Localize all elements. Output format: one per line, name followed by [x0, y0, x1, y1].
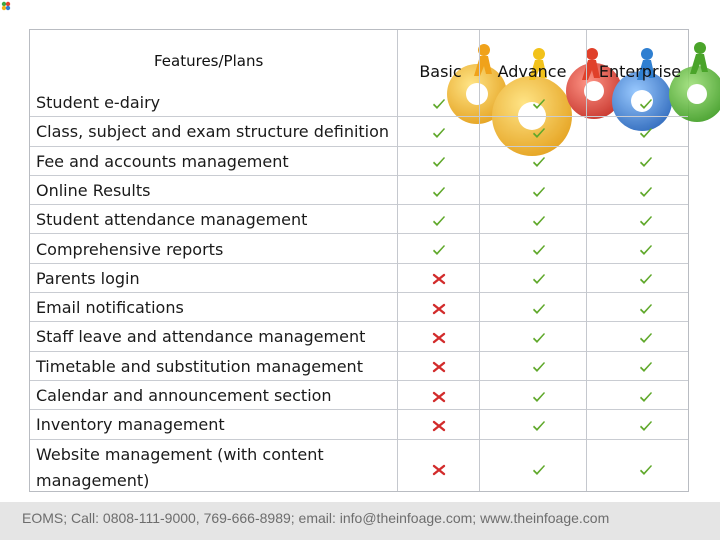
- features-comparison-table: Features/Plans Basic Advance Enterprise …: [29, 29, 720, 492]
- row-divider: [30, 204, 688, 206]
- check-icon: [433, 245, 445, 256]
- corner-logo-icon: [1, 1, 11, 11]
- row-divider: [30, 174, 688, 176]
- check-icon: [640, 157, 652, 168]
- cross-icon: [432, 362, 446, 373]
- feature-label: Student e-dairy: [36, 93, 161, 112]
- check-icon: [640, 333, 652, 344]
- feature-label: Comprehensive reports: [36, 239, 224, 259]
- table-row: Comprehensive reports: [30, 235, 688, 264]
- check-icon: [640, 274, 652, 285]
- column-divider: [397, 30, 398, 491]
- feature-label: Email notifications: [36, 298, 184, 318]
- plan-basic-heading: Basic: [419, 62, 462, 81]
- cross-icon: [432, 420, 446, 432]
- check-icon: [640, 127, 652, 138]
- cross-icon: [432, 332, 446, 344]
- features-plans-heading: Features/Plans: [154, 52, 264, 70]
- check-icon: [640, 391, 652, 402]
- check-icon: [533, 303, 545, 314]
- check-icon: [433, 157, 445, 168]
- check-icon: [533, 464, 545, 475]
- row-divider: [30, 438, 688, 440]
- row-divider: [30, 292, 688, 294]
- check-icon: [533, 186, 545, 197]
- table-row: Student e-dairy: [30, 88, 688, 118]
- row-divider: [30, 409, 688, 411]
- feature-label: Fee and accounts management: [36, 151, 289, 171]
- footer-bar: EOMS; Call: 0808-111-9000, 769-666-8989;…: [0, 502, 720, 540]
- table-row: Student attendance management: [30, 205, 688, 235]
- check-icon: [533, 157, 545, 168]
- table-row: Online Results: [30, 176, 688, 206]
- check-icon: [433, 215, 445, 226]
- check-icon: [433, 186, 445, 197]
- feature-label: Website management (with content managem…: [36, 444, 324, 490]
- row-divider: [30, 116, 688, 118]
- column-divider: [586, 30, 587, 491]
- check-icon: [640, 98, 652, 109]
- table-row: Timetable and substitution management: [30, 352, 688, 381]
- check-icon: [533, 333, 545, 344]
- check-icon: [640, 464, 652, 475]
- check-icon: [533, 362, 545, 373]
- gears-people-illustration: [447, 42, 720, 156]
- row-divider: [30, 350, 688, 352]
- feature-label: Parents login: [36, 268, 140, 288]
- table-row: Calendar and announcement section: [30, 381, 688, 411]
- check-icon: [640, 362, 652, 373]
- row-divider: [30, 262, 688, 264]
- check-icon: [640, 420, 652, 431]
- check-icon: [640, 215, 652, 226]
- feature-label: Online Results: [36, 180, 151, 200]
- table-row: Website management (with content managem…: [30, 440, 688, 498]
- column-divider: [479, 30, 480, 491]
- plan-enterprise-heading: Enterprise: [598, 62, 682, 81]
- table-row: Staff leave and attendance management: [30, 322, 688, 352]
- table-header: Features/Plans Basic Advance Enterprise: [30, 30, 688, 88]
- table-row: Class, subject and exam structure defini…: [30, 117, 688, 147]
- table-row: Inventory management: [30, 410, 688, 440]
- cross-icon: [432, 303, 446, 314]
- footer-contact-text: EOMS; Call: 0808-111-9000, 769-666-8989;…: [22, 510, 610, 526]
- check-icon: [433, 98, 445, 109]
- row-divider: [30, 233, 688, 235]
- cross-icon: [432, 464, 446, 475]
- check-icon: [640, 186, 652, 197]
- feature-label: Timetable and substitution management: [36, 356, 363, 376]
- plan-advance-heading: Advance: [497, 62, 567, 81]
- check-icon: [640, 303, 652, 314]
- table-row: Parents login: [30, 264, 688, 294]
- row-divider: [30, 379, 688, 381]
- check-icon: [533, 245, 545, 256]
- row-divider: [30, 145, 688, 147]
- feature-label: Calendar and announcement section: [36, 386, 332, 405]
- cross-icon: [432, 391, 446, 402]
- check-icon: [533, 391, 545, 402]
- table-row: Fee and accounts management: [30, 147, 688, 176]
- check-icon: [533, 127, 545, 138]
- cross-icon: [432, 274, 446, 285]
- check-icon: [533, 274, 545, 285]
- feature-label: Student attendance management: [36, 210, 308, 230]
- check-icon: [533, 98, 545, 109]
- feature-label: Inventory management: [36, 415, 225, 435]
- check-icon: [640, 245, 652, 256]
- row-divider: [30, 321, 688, 323]
- check-icon: [533, 420, 545, 431]
- table-row: Email notifications: [30, 293, 688, 323]
- check-icon: [433, 127, 445, 138]
- feature-label: Class, subject and exam structure defini…: [36, 122, 390, 142]
- feature-label: Staff leave and attendance management: [36, 327, 366, 347]
- check-icon: [533, 215, 545, 226]
